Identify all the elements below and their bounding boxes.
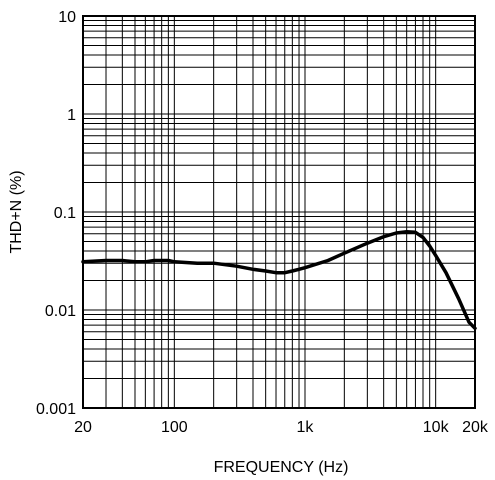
plot-frame [82,15,476,409]
x-tick-label: 20k [462,419,489,436]
y-tick-label: 0.1 [54,205,76,222]
x-tick-label: 1k [297,419,315,436]
y-tick-label: 10 [58,9,76,26]
x-tick-label: 100 [161,419,188,436]
x-tick-label: 20 [74,419,92,436]
series-line-0 [81,229,477,331]
y-axis-label: THD+N (%) [8,170,25,253]
y-tick-label: 0.01 [45,303,76,320]
y-tick-label: 1 [67,107,76,124]
grid-lines [83,16,475,408]
x-axis-label: FREQUENCY (Hz) [214,459,349,476]
y-tick-label: 0.001 [36,401,76,418]
x-tick-label: 10k [423,419,450,436]
series-layer [81,229,477,331]
tick-labels: 20 100 1k 10k 20k 10 1 0.1 0.01 0.001 [36,9,489,436]
